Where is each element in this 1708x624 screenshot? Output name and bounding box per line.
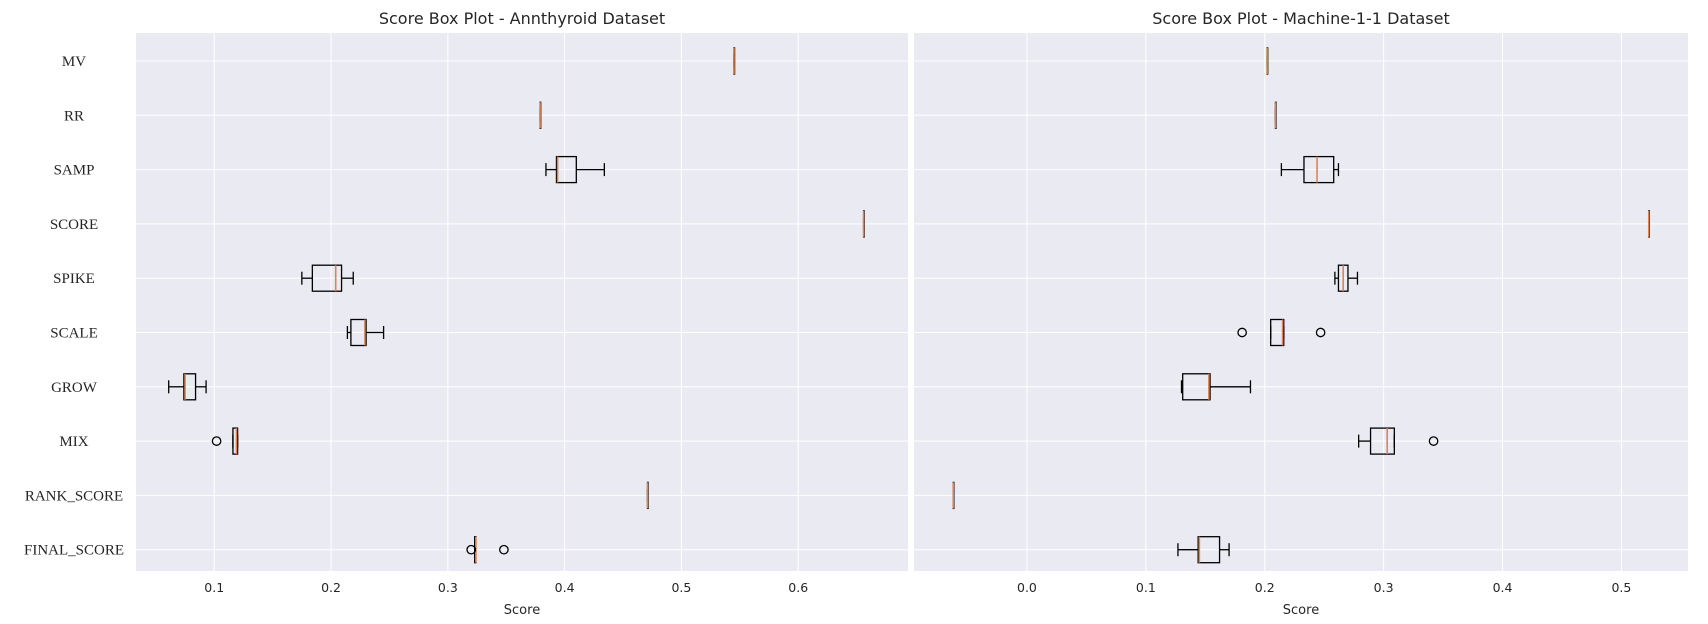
grid-lines bbox=[136, 33, 908, 571]
outlier-point bbox=[1237, 327, 1247, 338]
x-tick-label: 0.3 bbox=[438, 580, 458, 595]
chart-title: Score Box Plot - Annthyroid Dataset bbox=[379, 9, 665, 28]
y-tick-label: FINAL_SCORE bbox=[24, 543, 124, 559]
box-samp bbox=[1280, 155, 1340, 184]
y-tick-label: SCORE bbox=[50, 217, 98, 233]
y-tick-label: GROW bbox=[51, 380, 98, 396]
x-axis-label: Score bbox=[504, 603, 540, 618]
iqr-box bbox=[183, 373, 197, 401]
iqr-box bbox=[1182, 373, 1211, 401]
outlier-point bbox=[1428, 436, 1439, 446]
x-tick-label: 0.5 bbox=[671, 580, 691, 595]
box-scale bbox=[1237, 318, 1326, 347]
x-tick-label: 0.4 bbox=[555, 580, 575, 595]
grid-lines bbox=[914, 33, 1688, 571]
outlier-point bbox=[499, 544, 509, 555]
box-samp bbox=[545, 155, 605, 184]
plot-area bbox=[136, 33, 908, 571]
box-grow bbox=[1180, 373, 1252, 401]
x-tick-label: 0.3 bbox=[1374, 580, 1394, 595]
box-rank-score bbox=[952, 481, 955, 510]
y-tick-label: MIX bbox=[59, 434, 88, 450]
x-tick-labels: 0.1 0.2 0.3 0.4 0.5 0.6 bbox=[204, 580, 808, 595]
plot-area bbox=[914, 33, 1688, 571]
iqr-box bbox=[1270, 318, 1285, 347]
box-grow bbox=[168, 373, 207, 401]
outlier-point bbox=[466, 544, 477, 555]
outlier-point bbox=[211, 436, 222, 446]
box-spike bbox=[1334, 264, 1359, 292]
y-tick-label: RR bbox=[64, 108, 84, 124]
box-mix bbox=[211, 427, 239, 455]
y-tick-label: SCALE bbox=[50, 326, 98, 342]
x-tick-label: 0.0 bbox=[1017, 580, 1037, 595]
x-axis-label: Score bbox=[1283, 603, 1319, 618]
y-tick-label: SAMP bbox=[54, 163, 95, 179]
x-tick-label: 0.1 bbox=[204, 580, 224, 595]
box-score bbox=[862, 210, 865, 238]
panel-annthyroid: 0.1 0.2 0.3 0.4 0.5 0.6 MV RR SAMP SCORE SPIKE SCA… bbox=[24, 9, 908, 618]
box-final-score bbox=[1177, 536, 1230, 564]
box-final-score bbox=[466, 536, 509, 564]
box-rr bbox=[1274, 101, 1277, 129]
x-tick-label: 0.1 bbox=[1136, 580, 1156, 595]
box-rank-score bbox=[646, 481, 649, 510]
box-spike bbox=[301, 264, 354, 292]
box-mv bbox=[1266, 47, 1269, 75]
box-scale bbox=[346, 318, 385, 347]
x-tick-label: 0.6 bbox=[788, 580, 808, 595]
panel-machine-1-1: 0.0 0.1 0.2 0.3 0.4 0.5 Score Box Plot - Mach… bbox=[914, 9, 1688, 618]
boxes bbox=[168, 47, 865, 564]
x-tick-labels: 0.0 0.1 0.2 0.3 0.4 0.5 bbox=[1017, 580, 1631, 595]
iqr-box bbox=[311, 264, 343, 292]
chart-title: Score Box Plot - Machine-1-1 Dataset bbox=[1152, 9, 1449, 28]
outlier-point bbox=[1315, 327, 1326, 338]
iqr-box bbox=[1303, 155, 1335, 184]
x-tick-label: 0.5 bbox=[1611, 580, 1631, 595]
x-tick-label: 0.4 bbox=[1493, 580, 1513, 595]
box-mix bbox=[1358, 427, 1439, 455]
box-rr bbox=[539, 101, 542, 129]
iqr-box bbox=[350, 318, 367, 347]
iqr-box bbox=[1197, 536, 1221, 564]
y-tick-labels: MV RR SAMP SCORE SPIKE SCALE GROW MIX RANK_SCORE… bbox=[24, 54, 124, 559]
iqr-box bbox=[1369, 427, 1395, 455]
iqr-box bbox=[555, 155, 577, 184]
x-tick-label: 0.2 bbox=[321, 580, 341, 595]
box-mv bbox=[733, 47, 736, 75]
x-tick-label: 0.2 bbox=[1255, 580, 1275, 595]
y-tick-label: RANK_SCORE bbox=[25, 488, 123, 504]
y-tick-label: SPIKE bbox=[53, 271, 95, 287]
y-tick-label: MV bbox=[62, 54, 86, 70]
iqr-box bbox=[232, 427, 239, 455]
box-score bbox=[1647, 210, 1651, 238]
boxes bbox=[952, 47, 1651, 564]
